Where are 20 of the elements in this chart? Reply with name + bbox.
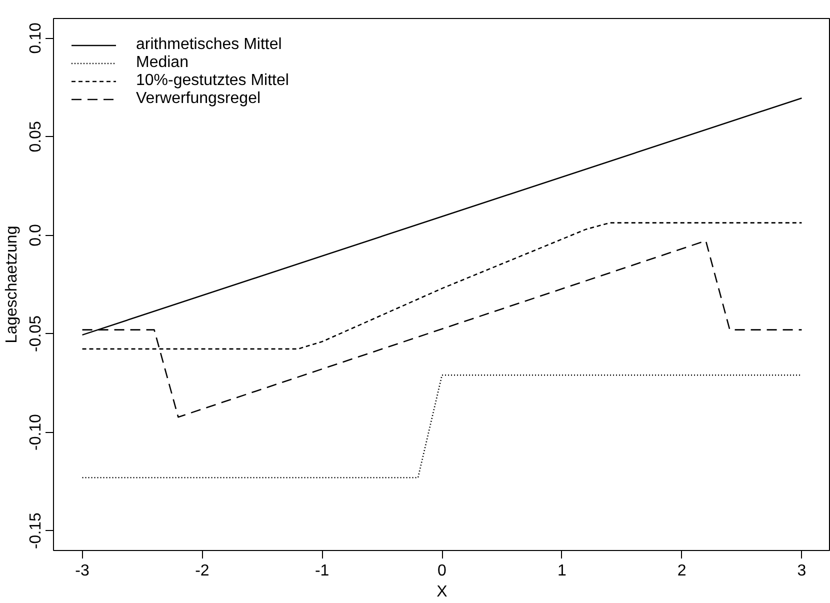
x-tick-label: 2 [677, 562, 686, 580]
line-series [82, 222, 802, 350]
x-tick-label: 0 [438, 562, 447, 580]
y-tick-label: 0.10 [28, 22, 44, 54]
x-tick-label: -2 [195, 562, 210, 580]
y-tick-label: -0.10 [28, 414, 44, 451]
y-tick-label: 0.05 [28, 121, 44, 152]
legend-label: 10%-gestutztes Mittel [136, 72, 289, 90]
legend-label: arithmetisches Mittel [136, 36, 282, 54]
y-tick-label: -0.15 [28, 512, 44, 550]
y-tick-label: -0.05 [28, 315, 44, 352]
x-tick-label: -1 [314, 562, 330, 580]
y-tick-label: 0.0 [28, 224, 44, 246]
x-tick-label: -3 [75, 562, 90, 580]
legend-label: Median [136, 54, 188, 72]
legend-label: Verwerfungsregel [136, 90, 261, 108]
x-tick-label: 3 [797, 562, 806, 580]
x-tick-label: 1 [557, 562, 566, 580]
x-axis-title: X [436, 584, 448, 600]
y-axis-title: Lageschaetzung [4, 226, 20, 344]
